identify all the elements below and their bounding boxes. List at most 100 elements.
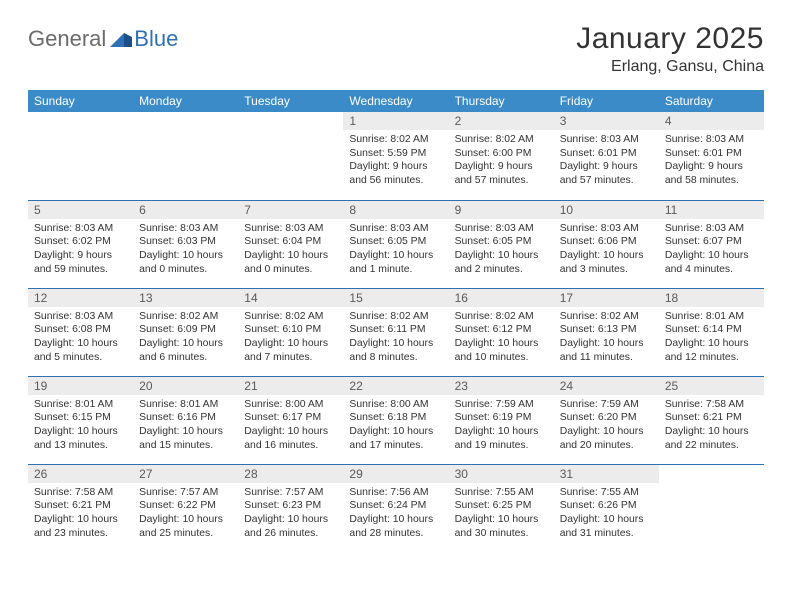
calendar-cell: 17Sunrise: 8:02 AMSunset: 6:13 PMDayligh…	[554, 288, 659, 376]
calendar-cell: 5Sunrise: 8:03 AMSunset: 6:02 PMDaylight…	[28, 200, 133, 288]
daylight-line: Daylight: 9 hours and 58 minutes.	[665, 160, 758, 187]
sunset-line: Sunset: 6:17 PM	[244, 411, 337, 425]
daylight-line: Daylight: 9 hours and 57 minutes.	[560, 160, 653, 187]
day-number: 5	[28, 201, 133, 219]
logo-word-1: General	[28, 26, 106, 52]
calendar-cell: 10Sunrise: 8:03 AMSunset: 6:06 PMDayligh…	[554, 200, 659, 288]
daylight-line: Daylight: 10 hours and 1 minute.	[349, 249, 442, 276]
daylight-line: Daylight: 9 hours and 57 minutes.	[455, 160, 548, 187]
sunset-line: Sunset: 6:16 PM	[139, 411, 232, 425]
calendar-cell: 9Sunrise: 8:03 AMSunset: 6:05 PMDaylight…	[449, 200, 554, 288]
calendar-cell: 2Sunrise: 8:02 AMSunset: 6:00 PMDaylight…	[449, 112, 554, 200]
day-details: Sunrise: 7:58 AMSunset: 6:21 PMDaylight:…	[28, 483, 133, 545]
sunrise-line: Sunrise: 8:03 AM	[665, 133, 758, 147]
calendar-cell: 19Sunrise: 8:01 AMSunset: 6:15 PMDayligh…	[28, 376, 133, 464]
sunrise-line: Sunrise: 7:55 AM	[455, 486, 548, 500]
daylight-line: Daylight: 10 hours and 22 minutes.	[665, 425, 758, 452]
day-details: Sunrise: 8:02 AMSunset: 6:09 PMDaylight:…	[133, 307, 238, 369]
sunrise-line: Sunrise: 8:02 AM	[349, 133, 442, 147]
sunset-line: Sunset: 6:20 PM	[560, 411, 653, 425]
sunrise-line: Sunrise: 8:02 AM	[455, 310, 548, 324]
day-number: 15	[343, 289, 448, 307]
daylight-line: Daylight: 10 hours and 0 minutes.	[244, 249, 337, 276]
sunrise-line: Sunrise: 8:01 AM	[665, 310, 758, 324]
calendar-header-row: SundayMondayTuesdayWednesdayThursdayFrid…	[28, 90, 764, 112]
calendar-cell: 8Sunrise: 8:03 AMSunset: 6:05 PMDaylight…	[343, 200, 448, 288]
logo-word-2: Blue	[134, 26, 178, 52]
daylight-line: Daylight: 10 hours and 30 minutes.	[455, 513, 548, 540]
sunrise-line: Sunrise: 7:57 AM	[244, 486, 337, 500]
day-details: Sunrise: 8:02 AMSunset: 5:59 PMDaylight:…	[343, 130, 448, 192]
daylight-line: Daylight: 10 hours and 16 minutes.	[244, 425, 337, 452]
month-title: January 2025	[576, 22, 764, 56]
day-details: Sunrise: 8:03 AMSunset: 6:04 PMDaylight:…	[238, 219, 343, 281]
day-details: Sunrise: 8:02 AMSunset: 6:12 PMDaylight:…	[449, 307, 554, 369]
calendar-cell: 30Sunrise: 7:55 AMSunset: 6:25 PMDayligh…	[449, 464, 554, 552]
calendar-table: SundayMondayTuesdayWednesdayThursdayFrid…	[28, 90, 764, 552]
sunrise-line: Sunrise: 8:00 AM	[244, 398, 337, 412]
logo: General Blue	[28, 26, 178, 52]
sunset-line: Sunset: 6:05 PM	[349, 235, 442, 249]
daylight-line: Daylight: 10 hours and 7 minutes.	[244, 337, 337, 364]
calendar-cell: 23Sunrise: 7:59 AMSunset: 6:19 PMDayligh…	[449, 376, 554, 464]
day-details: Sunrise: 8:02 AMSunset: 6:11 PMDaylight:…	[343, 307, 448, 369]
weekday-header: Wednesday	[343, 90, 448, 112]
day-details: Sunrise: 8:02 AMSunset: 6:10 PMDaylight:…	[238, 307, 343, 369]
day-details: Sunrise: 7:58 AMSunset: 6:21 PMDaylight:…	[659, 395, 764, 457]
calendar-cell: 15Sunrise: 8:02 AMSunset: 6:11 PMDayligh…	[343, 288, 448, 376]
daylight-line: Daylight: 10 hours and 3 minutes.	[560, 249, 653, 276]
calendar-cell: 27Sunrise: 7:57 AMSunset: 6:22 PMDayligh…	[133, 464, 238, 552]
calendar-cell: 20Sunrise: 8:01 AMSunset: 6:16 PMDayligh…	[133, 376, 238, 464]
day-details: Sunrise: 8:03 AMSunset: 6:06 PMDaylight:…	[554, 219, 659, 281]
weekday-header: Sunday	[28, 90, 133, 112]
sunrise-line: Sunrise: 8:01 AM	[139, 398, 232, 412]
day-number: 6	[133, 201, 238, 219]
day-number: 8	[343, 201, 448, 219]
day-number: 14	[238, 289, 343, 307]
location-label: Erlang, Gansu, China	[576, 58, 764, 76]
sunset-line: Sunset: 6:03 PM	[139, 235, 232, 249]
day-details: Sunrise: 8:03 AMSunset: 6:02 PMDaylight:…	[28, 219, 133, 281]
sunrise-line: Sunrise: 8:02 AM	[349, 310, 442, 324]
daylight-line: Daylight: 10 hours and 0 minutes.	[139, 249, 232, 276]
day-number: 12	[28, 289, 133, 307]
sunrise-line: Sunrise: 8:00 AM	[349, 398, 442, 412]
sunrise-line: Sunrise: 8:03 AM	[139, 222, 232, 236]
day-details: Sunrise: 7:59 AMSunset: 6:20 PMDaylight:…	[554, 395, 659, 457]
day-number: 7	[238, 201, 343, 219]
sunrise-line: Sunrise: 8:03 AM	[34, 310, 127, 324]
calendar-cell	[238, 112, 343, 200]
day-details: Sunrise: 7:59 AMSunset: 6:19 PMDaylight:…	[449, 395, 554, 457]
daylight-line: Daylight: 10 hours and 13 minutes.	[34, 425, 127, 452]
calendar-cell: 7Sunrise: 8:03 AMSunset: 6:04 PMDaylight…	[238, 200, 343, 288]
calendar-cell: 13Sunrise: 8:02 AMSunset: 6:09 PMDayligh…	[133, 288, 238, 376]
day-details: Sunrise: 8:00 AMSunset: 6:17 PMDaylight:…	[238, 395, 343, 457]
day-number: 28	[238, 465, 343, 483]
day-details: Sunrise: 7:57 AMSunset: 6:22 PMDaylight:…	[133, 483, 238, 545]
day-number: 3	[554, 112, 659, 130]
daylight-line: Daylight: 10 hours and 2 minutes.	[455, 249, 548, 276]
day-details: Sunrise: 8:03 AMSunset: 6:08 PMDaylight:…	[28, 307, 133, 369]
day-number: 16	[449, 289, 554, 307]
daylight-line: Daylight: 10 hours and 25 minutes.	[139, 513, 232, 540]
sunset-line: Sunset: 6:01 PM	[665, 147, 758, 161]
daylight-line: Daylight: 10 hours and 23 minutes.	[34, 513, 127, 540]
day-details: Sunrise: 8:03 AMSunset: 6:07 PMDaylight:…	[659, 219, 764, 281]
sunset-line: Sunset: 6:06 PM	[560, 235, 653, 249]
calendar-week-row: 19Sunrise: 8:01 AMSunset: 6:15 PMDayligh…	[28, 376, 764, 464]
daylight-line: Daylight: 10 hours and 6 minutes.	[139, 337, 232, 364]
day-number: 24	[554, 377, 659, 395]
sunrise-line: Sunrise: 8:03 AM	[560, 133, 653, 147]
sunset-line: Sunset: 6:22 PM	[139, 499, 232, 513]
daylight-line: Daylight: 10 hours and 5 minutes.	[34, 337, 127, 364]
sunrise-line: Sunrise: 8:03 AM	[244, 222, 337, 236]
daylight-line: Daylight: 10 hours and 28 minutes.	[349, 513, 442, 540]
sunset-line: Sunset: 6:18 PM	[349, 411, 442, 425]
sunrise-line: Sunrise: 7:55 AM	[560, 486, 653, 500]
calendar-cell: 24Sunrise: 7:59 AMSunset: 6:20 PMDayligh…	[554, 376, 659, 464]
day-number: 9	[449, 201, 554, 219]
page-header: General Blue January 2025 Erlang, Gansu,…	[28, 22, 764, 76]
calendar-week-row: 5Sunrise: 8:03 AMSunset: 6:02 PMDaylight…	[28, 200, 764, 288]
day-details: Sunrise: 8:03 AMSunset: 6:01 PMDaylight:…	[554, 130, 659, 192]
day-number: 19	[28, 377, 133, 395]
